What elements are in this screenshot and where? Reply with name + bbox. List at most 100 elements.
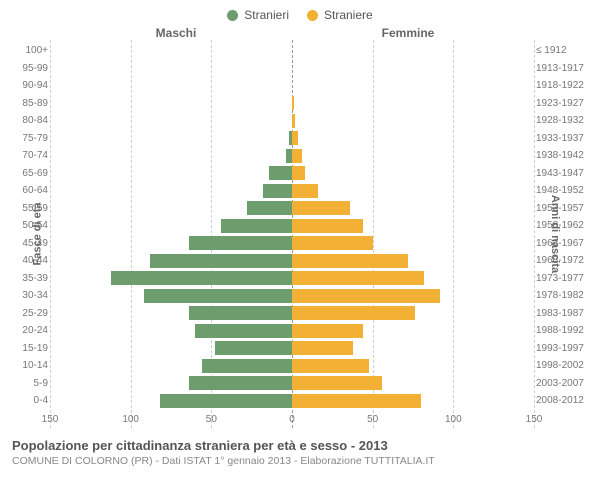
y-axis-label-left: Fasce di età (31, 202, 43, 265)
birth-label: 1923-1927 (534, 98, 590, 109)
bar-female (292, 289, 440, 303)
age-label: 5-9 (10, 378, 50, 389)
bar-cell (50, 182, 534, 200)
x-tick: 50 (206, 414, 217, 425)
bar-female (292, 306, 415, 320)
bar-female (292, 96, 294, 110)
birth-label: 2008-2012 (534, 395, 590, 406)
age-label: 50-54 (10, 220, 50, 231)
x-tick: 150 (526, 414, 543, 425)
bar-female (292, 201, 350, 215)
age-label: 15-19 (10, 343, 50, 354)
bar-cell (50, 95, 534, 113)
age-label: 40-44 (10, 255, 50, 266)
age-label: 35-39 (10, 273, 50, 284)
bar-female (292, 184, 318, 198)
age-label: 90-94 (10, 80, 50, 91)
bar-male (160, 394, 292, 408)
chart-row: 75-79 1933-1937 (10, 130, 590, 148)
chart-row: 65-69 1943-1947 (10, 165, 590, 183)
header-female: Femmine (292, 26, 524, 40)
age-label: 25-29 (10, 308, 50, 319)
x-tick: 50 (367, 414, 378, 425)
age-label: 75-79 (10, 133, 50, 144)
x-tick: 100 (445, 414, 462, 425)
birth-label: 1973-1977 (534, 273, 590, 284)
chart-row: 85-89 1923-1927 (10, 95, 590, 113)
bar-female (292, 114, 295, 128)
bar-cell (50, 357, 534, 375)
x-axis-ticks: 15010050050100150 (50, 414, 534, 428)
bar-male (247, 201, 292, 215)
legend-swatch-female (307, 10, 318, 21)
bar-male (144, 289, 292, 303)
bar-female (292, 254, 408, 268)
bar-cell (50, 252, 534, 270)
birth-label: 1948-1952 (534, 185, 590, 196)
bar-female (292, 149, 302, 163)
chart-row: 70-741938-1942 (10, 147, 590, 165)
chart-title: Popolazione per cittadinanza straniera p… (12, 438, 588, 453)
legend: Stranieri Straniere (10, 8, 590, 22)
age-label: 100+ (10, 45, 50, 56)
bar-female (292, 359, 369, 373)
bar-cell (50, 112, 534, 130)
age-label: 85-89 (10, 98, 50, 109)
pyramid-chart: Fasce di età Anni di nascita 100+ ≤ 1912 9… (10, 40, 590, 428)
age-label: 65-69 (10, 168, 50, 179)
chart-row: 45-491963-1967 (10, 235, 590, 253)
legend-label-male: Stranieri (244, 8, 289, 22)
birth-label: 1928-1932 (534, 115, 590, 126)
age-label: 60-64 (10, 185, 50, 196)
age-label: 45-49 (10, 238, 50, 249)
chart-rows: 100+ ≤ 1912 95-99 1913-1917 90-94 1918-1922 85… (10, 40, 590, 410)
bar-male (189, 306, 292, 320)
chart-footer: Popolazione per cittadinanza straniera p… (10, 438, 590, 467)
chart-subtitle: COMUNE DI COLORNO (PR) - Dati ISTAT 1° g… (12, 455, 588, 467)
birth-label: 1938-1942 (534, 150, 590, 161)
bar-female (292, 394, 421, 408)
bar-male (202, 359, 292, 373)
bar-cell (50, 165, 534, 183)
bar-female (292, 341, 353, 355)
age-label: 30-34 (10, 290, 50, 301)
chart-row: 95-99 1913-1917 (10, 60, 590, 78)
bar-cell (50, 147, 534, 165)
birth-label: 1943-1947 (534, 168, 590, 179)
bar-male (150, 254, 292, 268)
birth-label: 1958-1962 (534, 220, 590, 231)
legend-swatch-male (227, 10, 238, 21)
y-axis-label-right: Anni di nascita (549, 195, 561, 273)
x-axis: 15010050050100150 (10, 414, 590, 428)
bar-male (189, 376, 292, 390)
birth-label: 1918-1922 (534, 80, 590, 91)
chart-row: 0-4 2008-2012 (10, 392, 590, 410)
chart-row: 35-39 1973-1977 (10, 270, 590, 288)
bar-male (111, 271, 292, 285)
chart-row: 15-19 1993-1997 (10, 340, 590, 358)
birth-label: 1913-1917 (534, 63, 590, 74)
age-label: 80-84 (10, 115, 50, 126)
bar-cell (50, 77, 534, 95)
age-label: 95-99 (10, 63, 50, 74)
bar-male (215, 341, 292, 355)
birth-label: 1978-1982 (534, 290, 590, 301)
birth-label: 1998-2002 (534, 360, 590, 371)
bar-cell (50, 200, 534, 218)
birth-label: 1933-1937 (534, 133, 590, 144)
chart-row: 40-441968-1972 (10, 252, 590, 270)
birth-label: 2003-2007 (534, 378, 590, 389)
bar-male (269, 166, 292, 180)
chart-container: Stranieri Straniere Maschi Femmine Fasce… (0, 0, 600, 500)
x-tick: 150 (42, 414, 59, 425)
bar-cell (50, 340, 534, 358)
age-label: 0-4 (10, 395, 50, 406)
birth-label: ≤ 1912 (534, 45, 590, 56)
age-label: 10-14 (10, 360, 50, 371)
bar-male (263, 184, 292, 198)
x-tick: 0 (289, 414, 295, 425)
chart-row: 10-14 1998-2002 (10, 357, 590, 375)
bar-cell (50, 322, 534, 340)
bar-male (189, 236, 292, 250)
birth-label: 1993-1997 (534, 343, 590, 354)
